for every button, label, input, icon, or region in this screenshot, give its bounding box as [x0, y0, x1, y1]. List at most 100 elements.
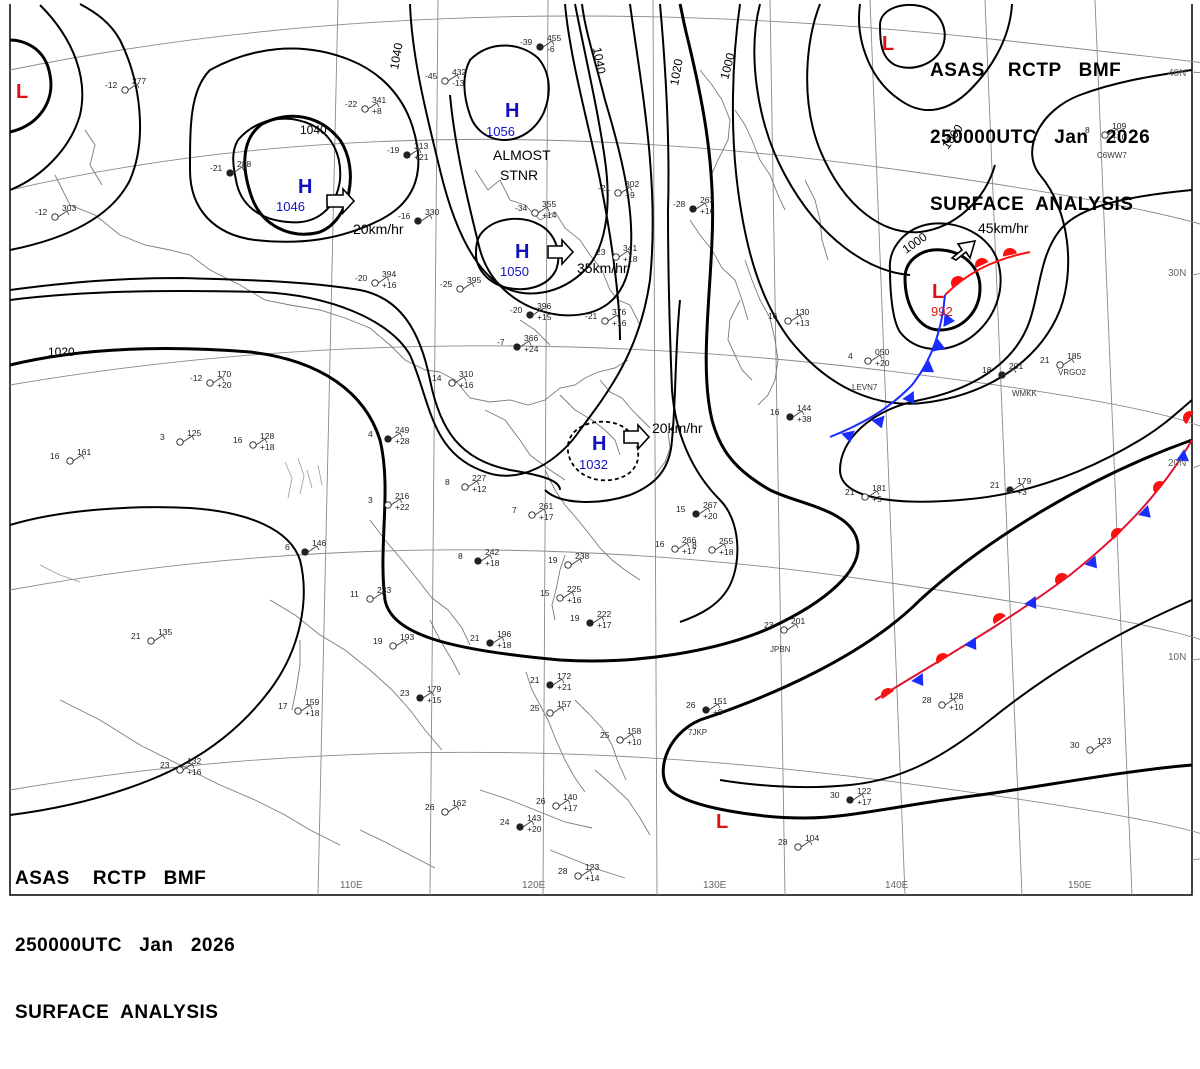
station-plot: 21 185	[1040, 351, 1081, 369]
terrain-hatching	[39, 457, 323, 583]
station-plot: 15 225+16	[540, 584, 582, 605]
station-id-labels: C6WW7 VRGO2 WMKK LEVN7 JPBN 7JKP	[688, 151, 1127, 737]
wind-barb	[1004, 368, 1017, 376]
station-pressure: 130	[795, 307, 809, 317]
station-temp: 4	[848, 351, 853, 361]
station-plot: 28 128+10	[922, 691, 964, 712]
station-plot: 8 242+18	[458, 547, 500, 568]
isobar-label: 1000	[717, 51, 738, 81]
station-plot: -39 455-6	[520, 33, 561, 54]
station-temp: -34	[515, 203, 528, 213]
motion-arrow-1050	[547, 237, 575, 267]
station-temp: 30	[1070, 740, 1080, 750]
wind-barb	[852, 793, 865, 801]
station-temp: 28	[778, 837, 788, 847]
weather-map-canvas: -39 455-6-45 432-13-22 341+8-19 313+21-21 302…	[9, 0, 1200, 896]
station-temp: -25	[440, 279, 453, 289]
station-plot: 15 267+20	[676, 500, 718, 521]
wind-barb	[618, 250, 631, 258]
station-temp: 7	[512, 505, 517, 515]
station-tendency: +10	[1112, 132, 1127, 142]
station-circle	[784, 317, 792, 325]
station-plot: 28 104	[778, 833, 819, 851]
station-temp: 21	[845, 487, 855, 497]
station-temp: 8	[692, 540, 697, 550]
motion-arrow-1032	[623, 422, 651, 452]
warm-front-semicircle	[1055, 573, 1068, 585]
wind-barb	[462, 282, 475, 290]
station-circle	[206, 379, 214, 387]
station-plot: 16 130+13	[768, 307, 810, 328]
warm-front-line	[944, 251, 1031, 296]
wind-barb	[677, 542, 690, 550]
station-circle	[176, 766, 184, 774]
station-plot: -12 277	[105, 76, 146, 94]
station-pressure: 302	[625, 179, 639, 189]
wind-barb	[790, 314, 803, 322]
station-plot: -7 366+24	[497, 333, 539, 354]
station-plot: 23 179+15	[400, 684, 442, 705]
station-plot: -28 263+16	[673, 195, 715, 216]
station-tendency: +21	[414, 152, 429, 162]
station-pressure: 157	[557, 699, 571, 709]
station-temp: 23	[400, 688, 410, 698]
header-line-1: ASAS RCTP BMF	[15, 868, 207, 889]
wind-barb	[57, 210, 70, 218]
station-circle	[456, 285, 464, 293]
station-circle	[574, 872, 582, 880]
wind-barb	[622, 733, 635, 741]
station-pressure: 376	[612, 307, 626, 317]
cold-front-triangle	[911, 672, 924, 687]
wind-barb	[580, 869, 593, 877]
station-pressure: 144	[797, 403, 811, 413]
wind-barb	[153, 634, 166, 642]
wind-barb	[708, 703, 721, 711]
wind-barb	[542, 40, 555, 48]
longitude-labels: 110E 120E 130E 140E 150E	[340, 880, 1092, 891]
station-circle	[176, 438, 184, 446]
station-tendency: +20	[875, 358, 890, 368]
wind-barb	[534, 508, 547, 516]
station-pressure: 227	[472, 473, 486, 483]
station-plot: -21 376+16	[585, 307, 627, 328]
station-tendency: +24	[524, 344, 539, 354]
station-temp: 14	[432, 373, 442, 383]
station-circle	[692, 510, 700, 518]
station-pressure: 146	[312, 538, 326, 548]
high-symbol: H	[592, 433, 606, 455]
station-pressure: 242	[485, 547, 499, 557]
station-circle	[51, 213, 59, 221]
station-temp: 23	[764, 620, 774, 630]
station-circle	[294, 707, 302, 715]
station-circle	[66, 457, 74, 465]
station-temp: 18	[982, 365, 992, 375]
station-temp: 28	[922, 695, 932, 705]
station-circle	[586, 619, 594, 627]
station-plot: 28 123+14	[558, 862, 600, 883]
warm-front-semicircle	[1111, 528, 1123, 540]
station-plot: 6 146	[285, 538, 326, 556]
station-tendency: +17	[597, 620, 612, 630]
lat-label: 20N	[1168, 458, 1186, 469]
station-plot: 21 135	[131, 627, 172, 645]
station-tendency: +16	[459, 380, 474, 390]
station-pressure: 159	[305, 697, 319, 707]
station-plot: 19 193	[373, 632, 414, 650]
ship-id: VRGO2	[1058, 368, 1087, 377]
wind-barb	[492, 636, 505, 644]
low-symbol: L	[716, 811, 728, 833]
station-pressure: 263	[700, 195, 714, 205]
station-circle	[226, 169, 234, 177]
station-pressure: 267	[703, 500, 717, 510]
station-plot: 3 125	[160, 428, 201, 446]
station-tendency: +14	[542, 210, 557, 220]
station-circle	[531, 209, 539, 217]
stnr-label: STNR	[500, 167, 538, 183]
station-plot: 21 179+3	[990, 476, 1031, 497]
station-plot: 25 158+10	[600, 726, 642, 747]
station-temp: -22	[345, 99, 358, 109]
station-temp: 19	[548, 555, 558, 565]
station-pressure: 455	[547, 33, 561, 43]
wind-barb	[867, 490, 880, 498]
station-tendency: +18	[485, 558, 500, 568]
